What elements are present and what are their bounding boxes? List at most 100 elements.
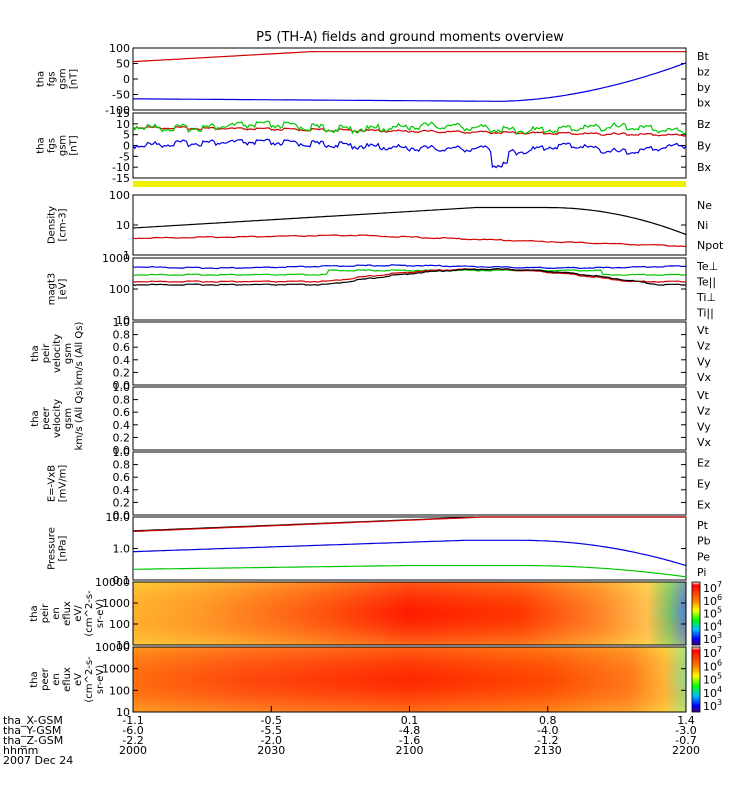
series-Pb bbox=[132, 516, 686, 533]
chart-title: P5 (TH-A) fields and ground moments over… bbox=[256, 30, 564, 45]
y-axis-label-line: [nPa] bbox=[58, 535, 69, 561]
y-tick-label: 10000 bbox=[95, 641, 130, 654]
y-tick-label: 0.1 bbox=[113, 574, 131, 587]
y-tick-label: 0 bbox=[123, 140, 130, 153]
x-tick-label: -5.5 bbox=[261, 724, 282, 737]
y-tick-label: 0.8 bbox=[113, 329, 131, 342]
y-axis-label-line: (cm^2-s- bbox=[84, 590, 95, 637]
y-axis-label-line: tha bbox=[29, 671, 40, 687]
y-axis-label-line: tha bbox=[36, 71, 47, 87]
legend-entry: by bbox=[697, 81, 711, 94]
y-tick-label: 0.0 bbox=[113, 444, 131, 457]
legend-entry: bz bbox=[697, 65, 710, 78]
y-tick-label: 1.0 bbox=[113, 316, 131, 329]
panel-density: 100 10 1 Density [cm-3] Ne Ni Npot bbox=[47, 189, 724, 262]
quality-flag-bar bbox=[133, 181, 686, 187]
colorbar-tick: 105 bbox=[703, 672, 722, 687]
legend-entry: Vx bbox=[697, 436, 712, 449]
y-tick-label: 0.6 bbox=[113, 406, 131, 419]
y-tick-label: 0 bbox=[123, 73, 130, 86]
y-axis-label-line: tha bbox=[30, 345, 41, 361]
y-axis-label-line: km/s (All Qs) bbox=[74, 387, 85, 451]
y-axis-label-line: [nT] bbox=[69, 69, 80, 89]
x-tick-label: 2130 bbox=[534, 744, 562, 757]
y-tick-label: 10000 bbox=[95, 576, 130, 589]
y-axis-label-line: km/s (All Qs) bbox=[74, 322, 85, 386]
panel-frame bbox=[132, 194, 687, 256]
series-Ti-perp bbox=[132, 264, 687, 270]
series-bx bbox=[132, 62, 687, 102]
y-axis-label-line: tha bbox=[30, 410, 41, 426]
legend-entry: Pb bbox=[697, 535, 711, 548]
panel-frame bbox=[132, 451, 687, 516]
y-tick-label: 1000 bbox=[102, 663, 130, 676]
x-tick-label: -1.2 bbox=[537, 734, 558, 747]
y-tick-label: 0.6 bbox=[113, 341, 131, 354]
y-axis-label-line: fgs bbox=[47, 71, 58, 86]
y-tick-label: 10.0 bbox=[106, 511, 131, 524]
colorbar-tick: 103 bbox=[703, 631, 722, 646]
panel-frame bbox=[132, 581, 687, 646]
x-row-label: tha_Z-GSM bbox=[3, 734, 63, 747]
y-tick-label: 10 bbox=[116, 314, 130, 327]
y-axis-label-line: sr-eV) bbox=[95, 665, 106, 694]
x-tick-label: 0.8 bbox=[539, 714, 557, 727]
panel-pressure: 10.0 1.0 0.1 Pressure [nPa] Pt Pb Pe Pi bbox=[47, 511, 711, 587]
y-axis-label-line: gsm bbox=[58, 68, 69, 89]
y-tick-label: -15 bbox=[112, 172, 130, 185]
y-axis-label-line: [mV/m] bbox=[58, 465, 69, 503]
legend-entry: Ez bbox=[697, 457, 710, 470]
series-bz bbox=[132, 50, 686, 63]
series-Bz bbox=[132, 125, 687, 137]
y-axis-label-line: tha bbox=[36, 137, 47, 153]
legend-entry: Vy bbox=[697, 355, 711, 368]
series-Te-perp bbox=[132, 268, 687, 283]
y-tick-label: -100 bbox=[105, 104, 130, 117]
y-axis-label-line: sr-eV) bbox=[95, 599, 106, 628]
legend-entry: Bz bbox=[697, 118, 711, 131]
y-tick-label: 100 bbox=[109, 618, 130, 631]
y-tick-label: -50 bbox=[112, 89, 130, 102]
y-tick-label: 0.6 bbox=[113, 471, 131, 484]
colorbar-tick: 106 bbox=[703, 658, 722, 673]
y-axis-label-line: fgs bbox=[47, 138, 58, 153]
y-axis-label: tha peer velocity gsm km/s (All Qs) bbox=[30, 387, 85, 451]
panel-frame bbox=[132, 386, 687, 451]
colorbar-tick: 105 bbox=[703, 606, 722, 621]
x-row-label: tha_Y-GSM bbox=[3, 724, 61, 737]
series-Ti-para bbox=[132, 269, 687, 277]
y-axis-label-line: peir bbox=[41, 343, 52, 363]
x-tick-label: -1.1 bbox=[122, 714, 143, 727]
series-Bx bbox=[132, 138, 687, 169]
y-axis-label: E=-VxB [mV/m] bbox=[47, 465, 69, 503]
x-tick-label: 0.1 bbox=[401, 714, 419, 727]
y-tick-label: 1000 bbox=[102, 252, 130, 265]
legend-entry: Ne bbox=[697, 199, 712, 212]
y-axis-label: tha fgs gsm [nT] bbox=[36, 135, 80, 156]
y-axis-label-line: peir bbox=[40, 603, 51, 623]
legend-entry: Vt bbox=[697, 389, 710, 402]
legend-entry: Pt bbox=[697, 519, 709, 532]
y-tick-label: 0.2 bbox=[113, 431, 131, 444]
colorbar-tick: 104 bbox=[703, 685, 722, 700]
legend-entry: Vt bbox=[697, 324, 710, 337]
legend-entry: Ey bbox=[697, 478, 711, 491]
x-tick-label: -1.6 bbox=[399, 734, 420, 747]
x-row-label: hhmm bbox=[3, 744, 38, 757]
y-tick-label: 0.0 bbox=[113, 509, 131, 522]
x-tick-label: 1.4 bbox=[677, 714, 695, 727]
y-tick-label: 100 bbox=[109, 42, 130, 55]
y-axis-label-line: velocity bbox=[52, 399, 63, 438]
y-axis-label: tha peir en eflux eV/(cm^2-s-sr-eV) bbox=[29, 590, 106, 637]
y-tick-label: 0.2 bbox=[113, 496, 131, 509]
y-axis-label: tha peer en eflux eV (cm^2-s-sr-eV) bbox=[29, 656, 106, 703]
y-tick-label: -5 bbox=[119, 150, 130, 163]
y-axis-label-line: magt3 bbox=[47, 273, 58, 306]
colorbar-tick: 104 bbox=[703, 618, 722, 633]
y-axis-label: Pressure [nPa] bbox=[47, 527, 69, 570]
